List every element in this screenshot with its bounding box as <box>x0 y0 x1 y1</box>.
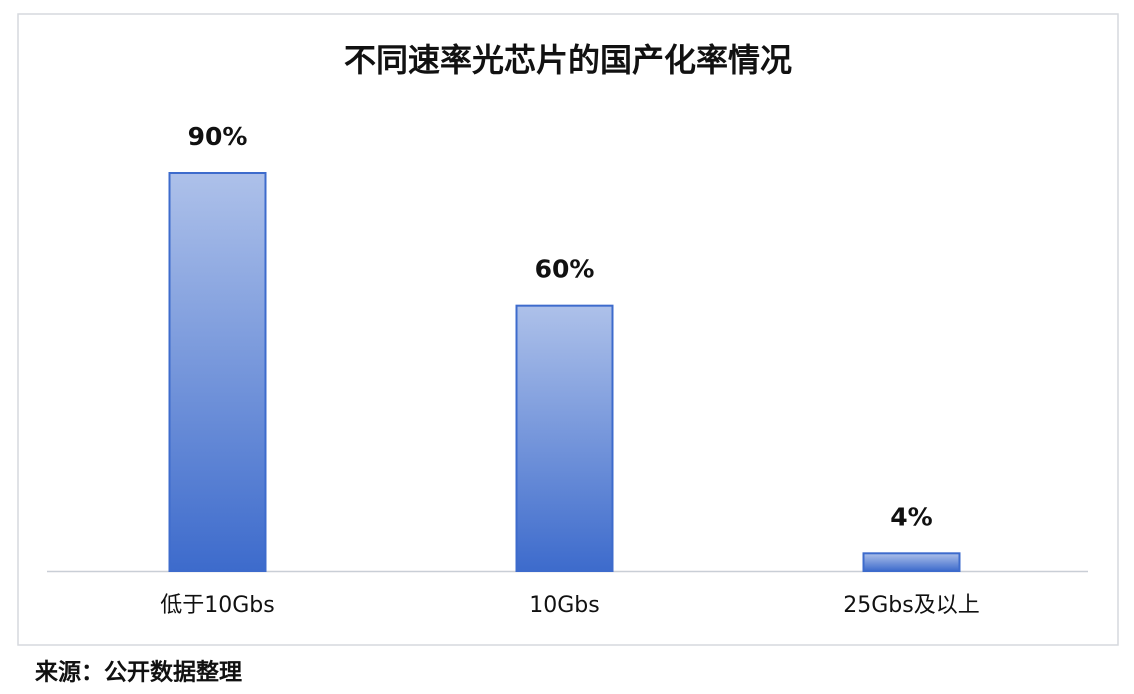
x-tick-label: 25Gbs及以上 <box>843 593 979 618</box>
bar <box>862 552 961 572</box>
bar <box>515 304 614 572</box>
bar <box>168 172 267 572</box>
value-label: 60% <box>535 255 595 284</box>
x-tick-label: 10Gbs <box>529 593 599 618</box>
value-label: 90% <box>188 122 248 151</box>
chart-title: 不同速率光芯片的国产化率情况 <box>344 41 792 79</box>
source-note: 来源：公开数据整理 <box>35 659 242 686</box>
value-label: 4% <box>890 502 932 531</box>
x-tick-label: 低于10Gbs <box>160 593 274 618</box>
